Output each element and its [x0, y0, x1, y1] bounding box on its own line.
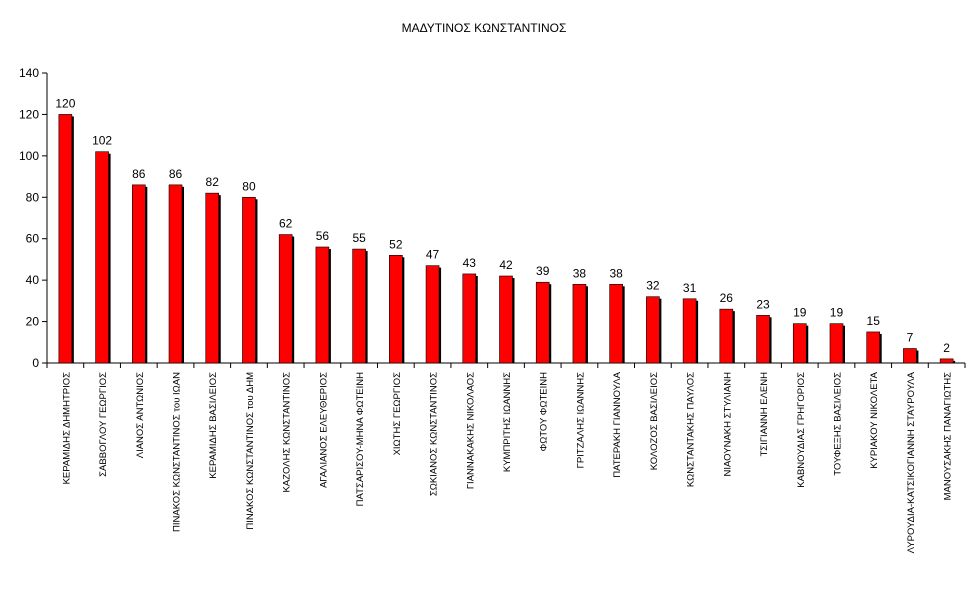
- bar: [242, 196, 256, 364]
- y-tick-label: 40: [26, 273, 40, 287]
- data-label: 38: [573, 266, 587, 280]
- bar: [829, 323, 844, 364]
- category-label: ΤΟΥΦΕΞΗΣ ΒΑΣΙΛΕΙΟΣ: [832, 372, 843, 476]
- data-label: 86: [132, 167, 146, 181]
- category-label: ΚΩΝΣΤΑΝΤΑΚΗΣ ΠΑΥΛΟΣ: [686, 372, 697, 487]
- data-label: 43: [463, 256, 477, 270]
- data-label: 56: [316, 229, 330, 243]
- bar: [315, 246, 330, 364]
- bar: [499, 275, 513, 364]
- category-label: ΦΩΤΟΥ ΦΩΤΕΙΝΗ: [539, 372, 550, 452]
- category-label: ΝΙΑΟΥΝΑΚΗ ΣΤΥΛΙΑΝΗ: [722, 372, 733, 477]
- category-label: ΚΥΡΙΑΚΟΥ ΝΙΚΟΛΕΤΑ: [869, 371, 880, 468]
- bar: [425, 265, 440, 364]
- data-label: 15: [867, 314, 881, 328]
- bar: [205, 192, 220, 364]
- bar: [609, 283, 623, 364]
- data-label: 62: [279, 217, 293, 231]
- bar: [168, 184, 183, 364]
- category-label: ΠΙΝΑΚΟΣ ΚΩΝΣΤΑΝΤΙΝΟΣ του ΙΩΑΝ: [172, 372, 183, 532]
- data-label: 26: [720, 291, 734, 305]
- data-label: 23: [756, 297, 770, 311]
- bar: [572, 283, 587, 364]
- data-label: 82: [206, 175, 220, 189]
- category-label: ΑΓΑΛΙΑΝΟΣ ΕΛΕΥΘΕΡΙΟΣ: [318, 372, 329, 488]
- data-label: 38: [609, 266, 623, 280]
- bar: [682, 298, 697, 364]
- bar: [462, 273, 477, 364]
- data-label: 31: [683, 281, 697, 295]
- data-label: 102: [92, 134, 112, 148]
- y-tick-label: 100: [19, 149, 39, 163]
- data-label: 86: [169, 167, 183, 181]
- bar: [58, 114, 73, 364]
- data-label: 80: [242, 179, 256, 193]
- data-label: 2: [943, 341, 950, 355]
- bar: [756, 315, 770, 364]
- data-labels: 120 102 86 86 82 80 62 56 55 52 47 43 42 39 38 38 32 31 26…: [55, 96, 950, 354]
- category-label: ΚΑΒΝΟΥΔΙΑΣ ΓΡΗΓΟΡΙΟΣ: [796, 372, 807, 488]
- bars: [58, 114, 956, 364]
- data-label: 47: [426, 248, 440, 262]
- data-label: 19: [830, 306, 844, 320]
- category-label: ΚΕΡΑΜΙΔΗΣ ΒΑΣΙΛΕΙΟΣ: [208, 372, 219, 479]
- category-label: ΧΙΩΤΗΣ ΓΕΩΡΓΙΟΣ: [392, 372, 403, 456]
- data-label: 39: [536, 264, 550, 278]
- y-tick-label: 60: [26, 232, 40, 246]
- category-labels: ΚΕΡΑΜΙΔΗΣ ΔΗΜΗΤΡΙΟΣ ΣΑΒΒΟΓΛΟΥ ΓΕΩΡΓΙΟΣ ΛΙΑ…: [61, 371, 953, 553]
- axes: 0 20 40 60 80 100 120 140: [19, 66, 966, 370]
- bar: [866, 331, 881, 364]
- y-tick-label: 0: [32, 356, 39, 370]
- data-label: 55: [352, 231, 366, 245]
- category-label: ΚΥΜΠΡΙΤΗΣ ΙΩΑΝΝΗΣ: [502, 372, 513, 472]
- bar: [352, 248, 366, 364]
- y-tick-label: 140: [19, 66, 39, 80]
- data-label: 52: [389, 237, 403, 251]
- bar: [719, 308, 734, 364]
- category-label: ΓΙΑΝΝΑΚΑΚΗΣ ΝΙΚΟΛΑΟΣ: [465, 372, 476, 489]
- category-label: ΜΑΝΟΥΣΑΚΗΣ ΠΑΝΑΓΙΩΤΗΣ: [943, 372, 954, 500]
- data-label: 42: [499, 258, 513, 272]
- data-label: 7: [907, 331, 914, 345]
- bar: [646, 296, 660, 364]
- bar: [535, 281, 550, 364]
- chart-title: ΜΑΔΥΤΙΝΟΣ ΚΩΝΣΤΑΝΤΙΝΟΣ: [402, 21, 567, 35]
- y-tick-label: 80: [26, 190, 40, 204]
- category-label: ΣΑΒΒΟΓΛΟΥ ΓΕΩΡΓΙΟΣ: [98, 372, 109, 477]
- y-tick-label: 120: [19, 107, 39, 121]
- bar: [278, 234, 293, 364]
- category-label: ΓΡΙΤΖΑΛΗΣ ΙΩΑΝΝΗΣ: [575, 372, 586, 469]
- bar: [939, 358, 954, 364]
- category-label: ΠΑΤΕΡΑΚΗ ΓΙΑΝΝΟΥΛΑ: [612, 371, 623, 477]
- category-label: ΤΣΙΓΙΑΝΝΗ ΕΛΕΝΗ: [759, 372, 770, 457]
- category-label: ΚΕΡΑΜΙΔΗΣ ΔΗΜΗΤΡΙΟΣ: [61, 372, 72, 485]
- y-tick-label: 20: [26, 315, 40, 329]
- category-label: ΛΥΡΟΥΔΙΑ-ΚΑΤΣΙΚΟΓΙΑΝΝΗ ΣΤΑΥΡΟΥΛΑ: [906, 371, 917, 553]
- bar: [903, 348, 917, 364]
- data-label: 32: [646, 279, 660, 293]
- bar: [132, 184, 146, 364]
- category-label: ΚΑΖΟΛΗΣ ΚΩΝΣΤΑΝΤΙΝΟΣ: [282, 372, 293, 493]
- data-label: 120: [55, 96, 75, 110]
- bar: [389, 254, 403, 364]
- category-label: ΠΙΝΑΚΟΣ ΚΩΝΣΤΑΝΤΙΝΟΣ του ΔΗΜ: [245, 372, 256, 530]
- category-label: ΠΑΤΣΑΡΙΣΟΥ-ΜΗΝΑ ΦΩΤΕΙΝΗ: [355, 372, 366, 506]
- category-label: ΣΩΚΙΑΝΟΣ ΚΩΝΣΤΑΝΤΙΝΟΣ: [429, 372, 440, 496]
- bar: [792, 323, 807, 364]
- data-label: 19: [793, 306, 807, 320]
- bar: [95, 151, 109, 364]
- category-label: ΛΙΑΝΟΣ ΑΝΤΩΝΙΟΣ: [135, 372, 146, 458]
- category-label: ΚΟΛΟΖΟΣ ΒΑΣΙΛΕΙΟΣ: [649, 372, 660, 470]
